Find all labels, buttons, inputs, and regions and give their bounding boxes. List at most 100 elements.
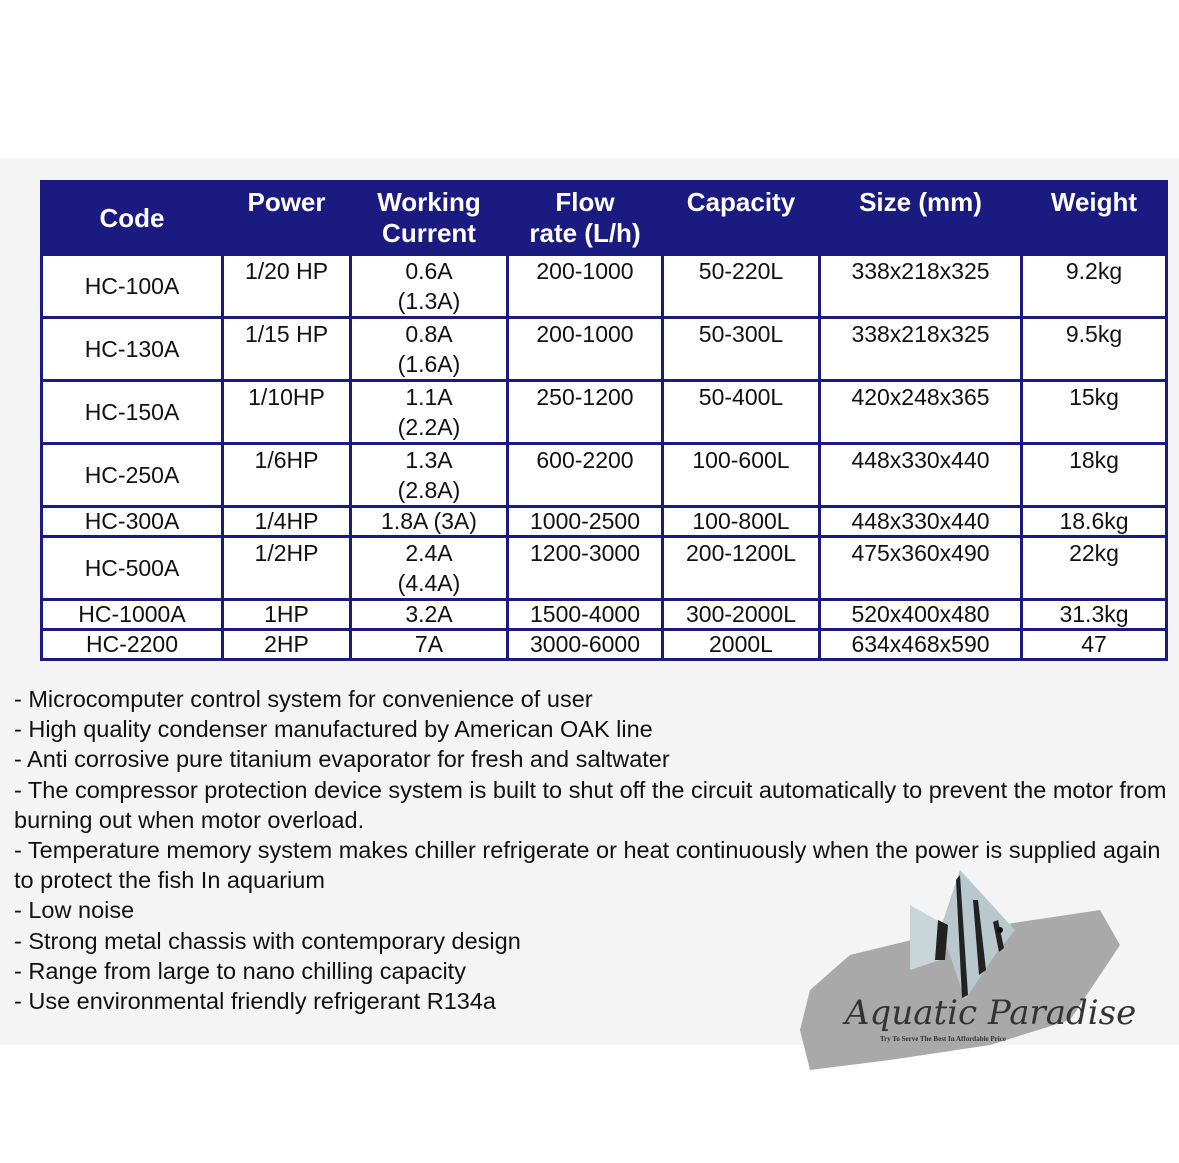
cell-current: 1.8A (3A)	[349, 505, 509, 538]
cell-weight: 18kg	[1020, 442, 1168, 508]
cell-text: 50-300L	[698, 321, 784, 347]
spec-table: Code Power Working Current Flow rate (L/h)…	[40, 180, 1168, 661]
cell-text-peak: (2.2A)	[397, 414, 461, 440]
cell-text: HC-2200	[85, 631, 179, 657]
cell-text: 47	[1081, 631, 1107, 657]
cell-power: 1/20 HP	[221, 253, 352, 319]
cell-text: 1/10HP	[248, 384, 325, 410]
cell-text: 3000-6000	[530, 631, 640, 657]
feature-item: - Anti corrosive pure titanium evaporato…	[14, 746, 670, 773]
cell-text: 250-1200	[536, 384, 634, 410]
table-row: HC-2200 2HP 7A 3000-6000 2000L 634x468x590 47	[40, 628, 1168, 661]
cell-text: 9.5kg	[1065, 321, 1123, 347]
feature-item: - Use environmental friendly refrigerant…	[14, 988, 496, 1015]
header-capacity: Capacity	[661, 180, 821, 256]
feature-list: - Microcomputer control system for conve…	[14, 684, 1174, 1016]
brush-stroke	[800, 910, 1120, 1070]
table-row: HC-150A 1/10HP 1.1A (2.2A) 250-1200 50-400L 42…	[40, 379, 1168, 445]
cell-code: HC-150A	[40, 379, 224, 445]
cell-power: 1/6HP	[221, 442, 352, 508]
cell-size: 634x468x590	[818, 628, 1023, 661]
cell-flow: 200-1000	[506, 316, 664, 382]
cell-text: HC-130A	[84, 336, 180, 362]
cell-text: 1.3A	[405, 447, 453, 473]
cell-capacity: 2000L	[661, 628, 821, 661]
cell-code: HC-2200	[40, 628, 224, 661]
cell-power: 1/15 HP	[221, 316, 352, 382]
feature-item: - Microcomputer control system for conve…	[14, 686, 593, 712]
feature-item: - High quality condenser manufactured by…	[14, 716, 653, 743]
cell-size: 338x218x325	[818, 316, 1023, 382]
cell-text: 50-400L	[698, 384, 784, 410]
cell-capacity: 50-220L	[661, 253, 821, 319]
cell-text: 1500-4000	[530, 601, 640, 627]
cell-size: 420x248x365	[818, 379, 1023, 445]
table-row: HC-1000A 1HP 3.2A 1500-4000 300-2000L 520x400…	[40, 598, 1168, 631]
cell-text: 300-2000L	[686, 601, 796, 627]
cell-text: 0.8A	[405, 321, 453, 347]
cell-text-peak: (1.3A)	[397, 288, 461, 314]
cell-text: 1/6HP	[254, 447, 319, 473]
cell-size: 338x218x325	[818, 253, 1023, 319]
cell-weight: 9.5kg	[1020, 316, 1168, 382]
cell-capacity: 100-800L	[661, 505, 821, 538]
cell-text: 2000L	[709, 631, 773, 657]
cell-text: 18.6kg	[1059, 508, 1129, 534]
cell-capacity: 100-600L	[661, 442, 821, 508]
cell-weight: 9.2kg	[1020, 253, 1168, 319]
cell-text: 520x400x480	[851, 601, 990, 627]
cell-current: 2.4A (4.4A)	[349, 535, 509, 601]
header-size: Size (mm)	[818, 180, 1023, 256]
cell-text: 100-600L	[692, 447, 790, 473]
cell-text: 1.8A (3A)	[381, 508, 477, 534]
cell-text: 200-1200L	[686, 540, 796, 566]
feature-item: - Range from large to nano chilling capa…	[14, 957, 466, 984]
cell-size: 448x330x440	[818, 442, 1023, 508]
table-row: HC-250A 1/6HP 1.3A (2.8A) 600-2200 100-600L 44…	[40, 442, 1168, 508]
cell-text: 338x218x325	[851, 321, 990, 347]
cell-weight: 47	[1020, 628, 1168, 661]
cell-flow: 1500-4000	[506, 598, 664, 631]
cell-text-peak: (2.8A)	[397, 477, 461, 503]
cell-text: 22kg	[1069, 540, 1119, 566]
cell-code: HC-250A	[40, 442, 224, 508]
table-row: HC-300A 1/4HP 1.8A (3A) 1000-2500 100-800L 44…	[40, 505, 1168, 538]
cell-text: 338x218x325	[851, 258, 990, 284]
cell-text: 634x468x590	[851, 631, 990, 657]
cell-code: HC-500A	[40, 535, 224, 601]
cell-text: 31.3kg	[1059, 601, 1129, 627]
cell-text: 18kg	[1069, 447, 1119, 473]
cell-text: 1200-3000	[530, 540, 640, 566]
cell-text: 1HP	[264, 601, 309, 627]
cell-current: 1.3A (2.8A)	[349, 442, 509, 508]
cell-text: 50-220L	[698, 258, 784, 284]
cell-flow: 600-2200	[506, 442, 664, 508]
feature-item: - Strong metal chassis with contemporary…	[14, 927, 521, 954]
cell-text: 100-800L	[692, 508, 790, 534]
cell-current: 1.1A (2.2A)	[349, 379, 509, 445]
cell-text: 7A	[414, 631, 444, 657]
cell-text: HC-1000A	[78, 601, 186, 627]
cell-size: 448x330x440	[818, 505, 1023, 538]
cell-current: 0.6A (1.3A)	[349, 253, 509, 319]
angelfish-icon	[910, 870, 1015, 1000]
cell-text: 600-2200	[536, 447, 634, 473]
cell-text: 1/20 HP	[244, 258, 329, 284]
header-code: Code	[40, 180, 224, 256]
cell-power: 2HP	[221, 628, 352, 661]
cell-text-peak: (1.6A)	[397, 351, 461, 377]
cell-weight: 15kg	[1020, 379, 1168, 445]
cell-weight: 31.3kg	[1020, 598, 1168, 631]
cell-weight: 18.6kg	[1020, 505, 1168, 538]
table-header-row: Code Power Working Current Flow rate (L/h)…	[40, 180, 1168, 256]
cell-flow: 1200-3000	[506, 535, 664, 601]
cell-text: 1/4HP	[254, 508, 319, 534]
cell-text: HC-100A	[84, 273, 180, 299]
cell-weight: 22kg	[1020, 535, 1168, 601]
cell-capacity: 50-400L	[661, 379, 821, 445]
cell-text: 1/2HP	[254, 540, 319, 566]
aquatic-paradise-logo	[800, 870, 1120, 1070]
header-power: Power	[221, 180, 352, 256]
cell-power: 1/4HP	[221, 505, 352, 538]
cell-text: HC-150A	[84, 399, 180, 425]
